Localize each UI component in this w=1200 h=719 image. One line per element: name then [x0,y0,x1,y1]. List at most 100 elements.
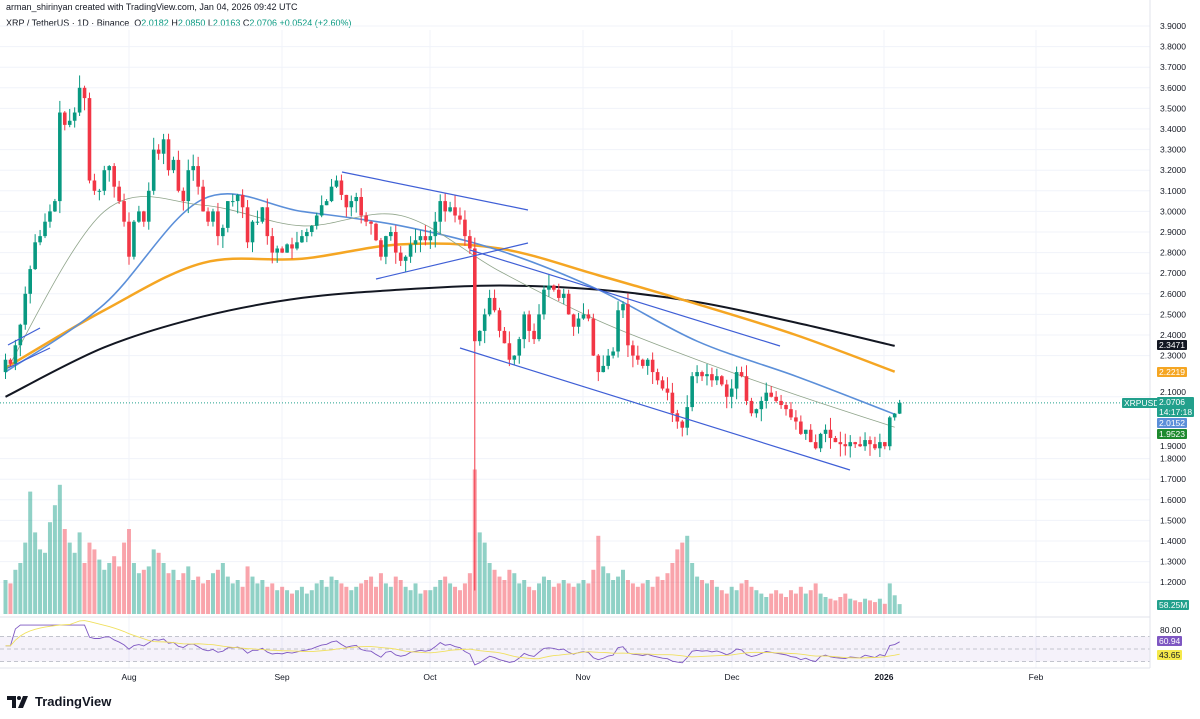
volume-bar [818,593,823,614]
ohlc-high: 2.0850 [177,18,206,28]
candle-body [191,166,196,171]
volume-bar [299,586,304,614]
trendline-ascending-support[interactable] [375,242,529,280]
bar-countdown: 14:17:18 [1159,407,1193,417]
candle-body [334,180,339,187]
candle-body [132,221,136,257]
trendlines[interactable] [7,171,851,471]
volume-bar [596,535,601,614]
volume-bar [828,598,833,614]
grid [0,25,1150,668]
candle-body [685,407,690,428]
volume-bar [339,583,344,614]
volume-bar [512,573,517,614]
trendline-descending-resistance[interactable] [341,171,529,211]
candle-body [265,207,270,237]
candle-body [556,289,561,298]
volume-bar [161,563,166,614]
candle-body [680,421,685,428]
volume-bar [309,590,314,614]
candle-body [561,293,566,298]
price-tick-label: 2.8000 [1160,248,1186,258]
chart-credit: arman_shirinyan created with TradingView… [6,2,298,12]
volume-bar [166,573,171,614]
candle-body [537,314,541,340]
candle-body [636,355,640,360]
volume-bar [225,576,230,614]
candle-body [250,221,255,243]
volume-bar [749,586,754,614]
candle-body [364,215,368,222]
volume-bar [112,556,117,614]
candle-body [275,248,279,253]
candle-body [823,429,828,434]
price-tick-label: 2.9000 [1160,227,1186,237]
symbol-price-tag: XRPUSDT [1122,398,1167,408]
candle-body [897,402,902,414]
candle-body [586,314,591,319]
symbol-title[interactable]: XRP / TetherUS · 1D · Binance [6,18,130,28]
volume-bar [201,583,206,614]
candle-body [230,201,235,203]
candle-body [62,112,67,125]
volume-bar [793,593,798,614]
volume-bar [724,593,729,614]
candle-body [477,330,482,342]
candle-body [92,180,97,191]
candle-body [206,211,210,222]
volume-bar [813,583,818,614]
candle-body [522,314,526,340]
volume-bar [616,576,621,614]
volume-bar [181,573,186,614]
volume-bar [823,597,828,614]
volume-bar [329,576,334,614]
volume-bar [714,586,719,614]
volume-bar [107,563,112,614]
price-tick-label: 3.4000 [1160,124,1186,134]
candle-body [314,215,319,226]
candle-body [28,269,32,294]
volume-bar [33,532,38,614]
channel-upper-line[interactable] [469,249,781,347]
volume-bar [561,580,566,614]
volume-bar [700,580,705,614]
candle-body [749,400,754,414]
candle-body [695,372,699,377]
tradingview-logo[interactable]: TradingView [7,694,111,709]
volume-bar [640,583,645,614]
time-tick-label: Oct [423,672,437,682]
volume-bar [92,549,97,614]
candle-body [779,400,783,406]
candle-body [67,120,72,125]
trendline[interactable] [7,347,51,369]
volume-bar [808,590,813,614]
candle-body [295,242,299,249]
candle-body [107,166,112,171]
volume-bar [18,563,23,614]
candle-body [448,207,452,212]
volume-bar [383,583,388,614]
volume-bar [655,576,660,614]
volume-bar [863,598,868,614]
candle-body [690,376,694,408]
candle-body [112,166,116,187]
volume-bar [131,563,136,614]
price-tick-label: 2.5000 [1160,309,1186,319]
trendline[interactable] [7,327,41,346]
volume-bar [23,542,28,614]
volume-bar [556,583,561,614]
candle-body [818,433,823,449]
time-tick-label: Dec [724,672,740,682]
volume-bar [57,484,62,614]
candle-body [492,297,497,311]
volume-bar [47,522,52,614]
candle-body [734,372,739,389]
channel-lower-line[interactable] [459,347,851,471]
ma100-line [4,242,896,373]
candle-body [97,190,102,192]
ema50-line [5,193,895,416]
candle-body [408,244,413,257]
candle-body [82,87,87,99]
volume-bar [117,566,122,614]
